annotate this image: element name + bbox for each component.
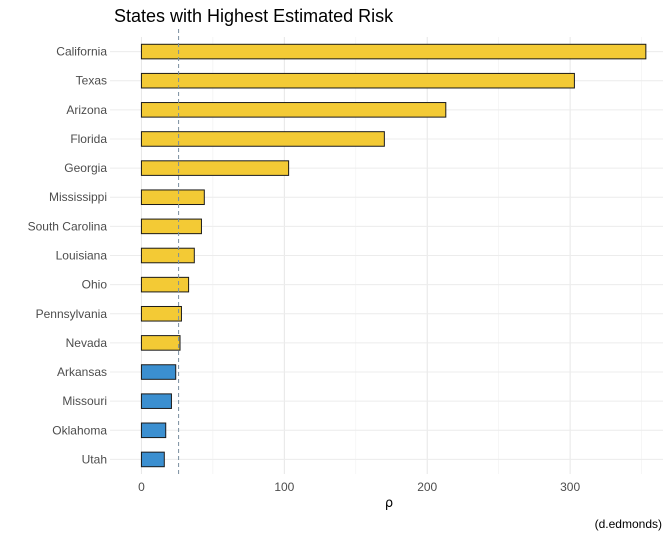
y-tick-label: Utah — [82, 452, 107, 466]
y-tick-label: Georgia — [64, 161, 107, 175]
bar-nevada — [140, 335, 181, 351]
y-tick-label: Arizona — [66, 103, 107, 117]
bar-south-carolina — [140, 218, 202, 235]
y-tick-label: Oklahoma — [52, 423, 107, 437]
x-tick-label: 300 — [560, 480, 580, 494]
x-tick-label: 200 — [417, 480, 437, 494]
y-tick-label: Florida — [70, 132, 107, 146]
bar-pennsylvania — [140, 305, 182, 322]
y-tick-label: Arkansas — [57, 365, 107, 379]
bar-louisiana — [140, 247, 195, 264]
x-axis-title: ρ — [385, 496, 393, 511]
bar-ohio — [140, 276, 190, 293]
bar-arizona — [140, 102, 447, 118]
bar-california — [140, 43, 647, 60]
x-tick-labels: 0 100 200 300 — [138, 480, 580, 494]
y-tick-label: Louisiana — [56, 249, 108, 263]
y-tick-labels: California Texas Arizona Florida Georgia Miss… — [28, 45, 108, 467]
bar-oklahoma — [140, 422, 167, 439]
y-tick-label: Texas — [76, 74, 107, 88]
y-tick-label: Mississippi — [49, 190, 107, 204]
bar-florida — [140, 131, 385, 147]
bar-texas — [140, 72, 575, 89]
bar-missouri — [140, 393, 172, 409]
bar-arkansas — [140, 364, 177, 380]
bar-utah — [140, 451, 165, 468]
chart-title: States with Highest Estimated Risk — [114, 6, 394, 26]
y-tick-label: South Carolina — [28, 219, 108, 233]
y-tick-label: Ohio — [82, 278, 108, 292]
bar-mississippi — [140, 189, 205, 206]
y-tick-label: Nevada — [66, 336, 108, 350]
x-tick-label: 0 — [138, 480, 145, 494]
y-tick-label: Pennsylvania — [36, 307, 108, 321]
y-tick-label: Missouri — [62, 394, 107, 408]
bar-georgia — [140, 160, 290, 176]
chart-caption: (d.edmonds) — [595, 517, 662, 531]
x-tick-label: 100 — [274, 480, 294, 494]
y-tick-label: California — [56, 45, 107, 59]
